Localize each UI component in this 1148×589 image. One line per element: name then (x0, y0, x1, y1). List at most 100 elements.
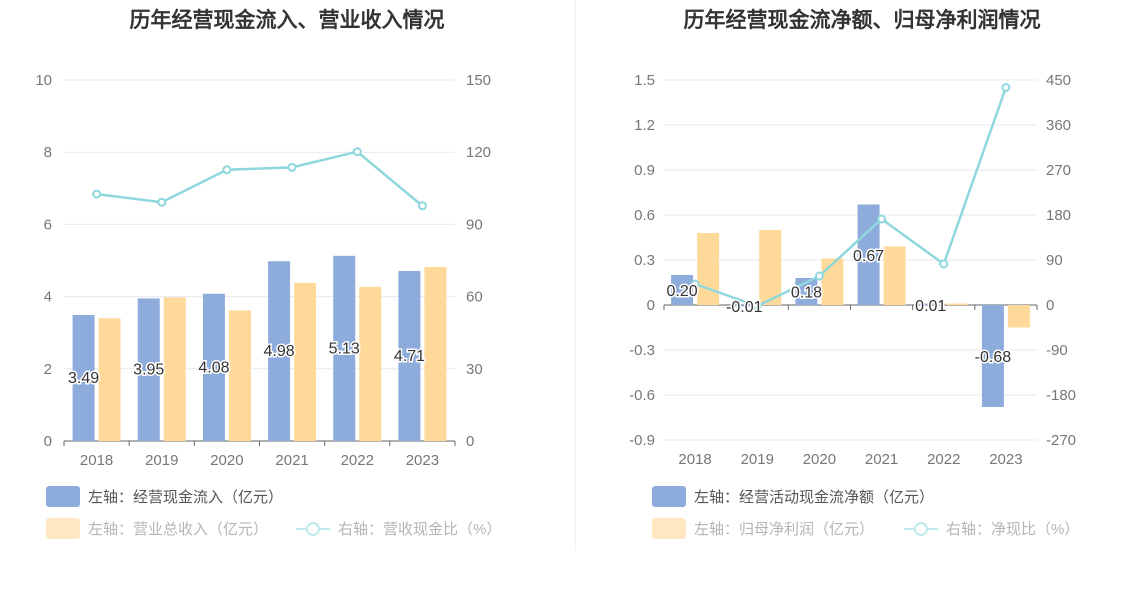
bar-series-2 (98, 318, 121, 441)
bar-series-2 (759, 230, 782, 305)
chart-plot-net-cash: -0.9 -0.6 -0.3 0 0.3 0.6 0.9 1.2 1.5 -270 -180 -90 0… (629, 72, 1076, 468)
legend-swatch-icon (652, 486, 686, 507)
panel-divider (575, 0, 576, 550)
x-tick-label: 2018 (678, 451, 711, 468)
y-right-tick-label: -270 (1046, 432, 1076, 449)
y-left-tick-label: 4 (44, 289, 52, 306)
y-right-tick-label: 270 (1046, 162, 1071, 179)
x-tick-label: 2020 (803, 451, 836, 468)
legend-item-bar-2[interactable]: 左轴：归母净利润（亿元） (652, 518, 874, 539)
y-left-tick-label: 1.5 (634, 72, 655, 89)
y-right-tick-label: 450 (1046, 72, 1071, 89)
x-tick-label: 2023 (989, 451, 1022, 468)
bar-series-2 (697, 233, 720, 305)
y-left-tick-label: -0.3 (629, 342, 655, 359)
x-tick-label: 2018 (80, 452, 113, 469)
x-tick-label: 2022 (341, 452, 374, 469)
x-tick-label: 2022 (927, 451, 960, 468)
legend-swatch-icon (46, 486, 80, 507)
line-point (877, 214, 887, 224)
line-point (417, 201, 427, 211)
legend-item-bar-1[interactable]: 左轴：经营现金流入（亿元） (46, 486, 283, 507)
legend-line-icon (904, 518, 938, 539)
bar-series-1 (137, 298, 160, 441)
line-point (752, 301, 762, 311)
data-label: 5.13 (329, 340, 360, 357)
y-left-tick-label: 0.3 (634, 252, 655, 269)
x-tick-label: 2020 (210, 452, 243, 469)
bar-series-1 (202, 293, 225, 441)
y-left-tick-label: -0.6 (629, 387, 655, 404)
x-tick-label: 2021 (865, 451, 898, 468)
data-label: 3.49 (68, 370, 99, 387)
data-label: 0.67 (853, 248, 884, 265)
data-label: 4.71 (394, 348, 425, 365)
legend-item-line[interactable]: 右轴：营收现金比（%） (296, 518, 501, 539)
y-right-tick-label: -90 (1046, 342, 1068, 359)
data-label: 0.20 (667, 283, 698, 300)
bar-series-2 (424, 266, 447, 441)
line-point (222, 165, 232, 175)
y-left-tick-label: 2 (44, 361, 52, 378)
y-right-tick-label: 180 (1046, 207, 1071, 224)
y-left-tick-label: -0.9 (629, 432, 655, 449)
x-tick-label: 2021 (275, 452, 308, 469)
y-left-tick-label: 6 (44, 216, 52, 233)
legend-line-icon (296, 518, 330, 539)
line-point (939, 259, 949, 269)
legend-label: 左轴：经营现金流入（亿元） (88, 489, 284, 506)
chart-panel-cash-inflow: 历年经营现金流入、营业收入情况 0 2 4 6 8 10 0 30 60 90 120 150 2018… (35, 9, 501, 539)
bar-series-1 (981, 305, 1004, 407)
legend-label: 右轴：营收现金比（%） (338, 521, 502, 538)
legend-item-bar-1[interactable]: 左轴：经营活动现金流净额（亿元） (652, 486, 934, 507)
y-right-tick-label: -180 (1046, 387, 1076, 404)
y-left-tick-label: 0.9 (634, 162, 655, 179)
bar-series-1 (919, 303, 942, 305)
legend-label: 左轴：归母净利润（亿元） (694, 521, 875, 538)
data-label: 4.08 (198, 359, 229, 376)
y-right-tick-label: 150 (466, 72, 491, 89)
chart-title: 历年经营现金流净额、归母净利润情况 (683, 9, 1041, 32)
y-right-tick-label: 60 (466, 289, 483, 306)
bar-series-2 (228, 310, 251, 441)
bar-series-1 (268, 261, 291, 441)
y-right-tick-label: 360 (1046, 117, 1071, 134)
y-left-tick-label: 0 (647, 297, 655, 314)
chart-plot-cash-inflow: 0 2 4 6 8 10 0 30 60 90 120 150 2018 2019 2020 2021 2022… (35, 72, 491, 469)
bar-series-2 (1007, 305, 1030, 328)
bar-series-2 (294, 282, 317, 441)
y-right-tick-label: 90 (1046, 252, 1063, 269)
bar-series-1 (72, 315, 95, 441)
y-right-tick-label: 120 (466, 144, 491, 161)
legend-item-line[interactable]: 右轴：净现比（%） (904, 518, 1079, 539)
data-label: -0.68 (975, 349, 1012, 366)
line-series (96, 150, 424, 207)
bar-series-2 (945, 303, 968, 305)
bar-series-2 (163, 297, 186, 441)
bar-series-1 (857, 204, 880, 305)
x-tick-label: 2019 (741, 451, 774, 468)
line-point (352, 147, 362, 157)
y-left-tick-label: 1.2 (634, 117, 655, 134)
chart-panel-net-cash: 历年经营现金流净额、归母净利润情况 -0.9 -0.6 -0.3 0 0.3 0.6 0.9… (576, 0, 1148, 589)
bar-series-2 (359, 286, 382, 441)
x-tick-label: 2019 (145, 452, 178, 469)
y-left-tick-label: 0.6 (634, 207, 655, 224)
y-right-tick-label: 30 (466, 361, 483, 378)
line-series (694, 87, 1008, 308)
y-left-tick-label: 0 (44, 433, 52, 450)
bar-series-1 (333, 255, 356, 441)
bar-series-2 (883, 246, 906, 305)
bar-series-1 (398, 270, 421, 441)
data-label: 4.98 (264, 343, 295, 360)
bar-series-1 (671, 275, 694, 305)
y-left-tick-label: 10 (35, 72, 52, 89)
legend-swatch-icon (652, 518, 686, 539)
y-right-tick-label: 90 (466, 216, 483, 233)
y-right-tick-label: 0 (1046, 297, 1054, 314)
y-left-tick-label: 8 (44, 144, 52, 161)
y-right-tick-label: 0 (466, 433, 474, 450)
line-point (157, 197, 167, 207)
legend-item-bar-2[interactable]: 左轴：营业总收入（亿元） (46, 518, 268, 539)
bar-series-1 (733, 305, 756, 307)
